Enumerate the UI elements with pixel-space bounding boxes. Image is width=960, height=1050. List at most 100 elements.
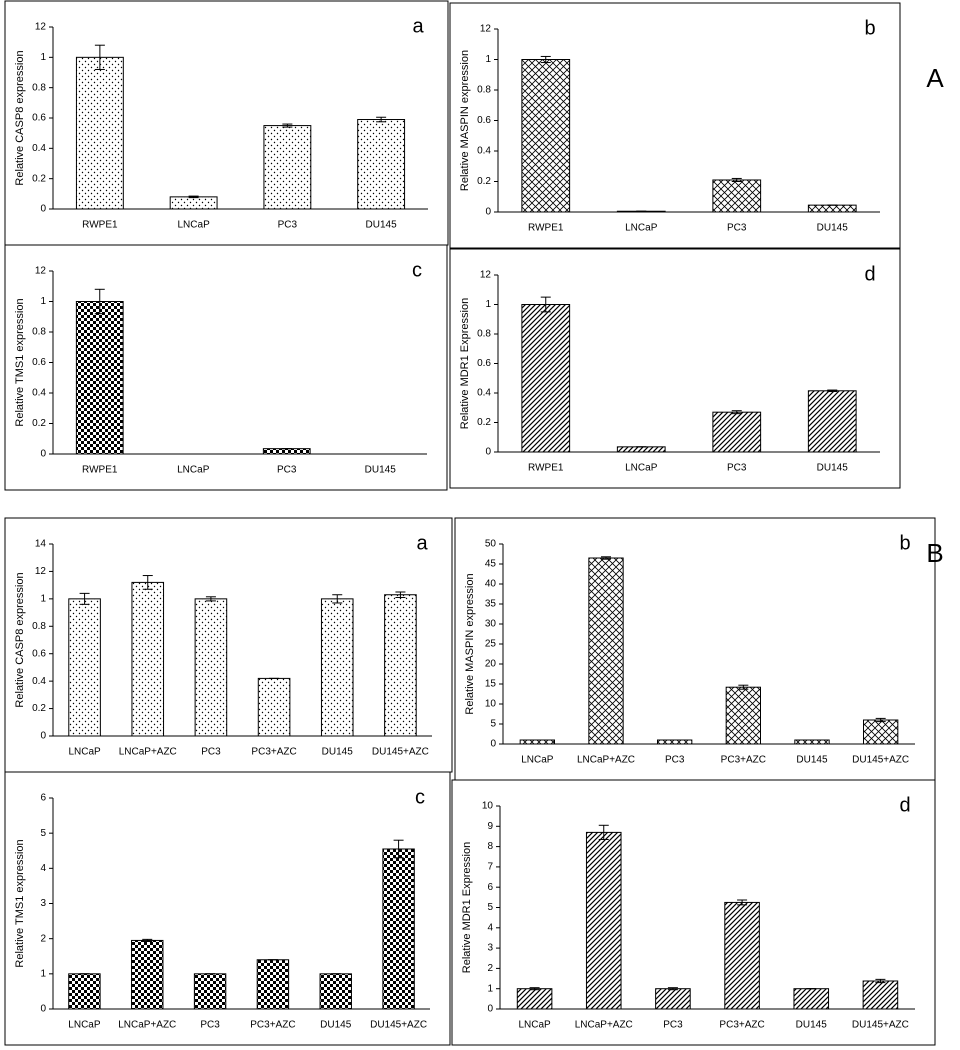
y-tick-label: 40 (485, 579, 497, 590)
y-tick-label: 0.6 (477, 115, 491, 126)
y-tick-label: 0 (490, 739, 496, 750)
y-tick-label: 20 (485, 659, 497, 670)
panel-letter: c (412, 259, 422, 281)
x-tick-label: PC3 (277, 465, 297, 476)
error-bar (332, 594, 343, 604)
x-tick-label: PC3+AZC (721, 755, 766, 766)
x-tick-label: PC3 (727, 223, 747, 234)
x-tick-label: LNCaP (521, 755, 554, 766)
y-tick-label: 0.6 (32, 113, 46, 124)
y-tick-label: 12 (35, 566, 47, 577)
bar (319, 973, 352, 1010)
panel-letter: a (412, 15, 424, 37)
y-tick-label: 15 (485, 679, 497, 690)
y-tick-label: 0.4 (32, 676, 46, 687)
bar (725, 686, 762, 745)
error-bar (529, 987, 540, 991)
y-tick-label: 25 (485, 639, 497, 650)
y-axis-label: Relative MDR1 Expression (459, 298, 471, 429)
x-tick-label: PC3 (200, 1020, 220, 1031)
y-tick-label: 12 (480, 270, 492, 281)
y-tick-label: 9 (487, 821, 493, 832)
bar (585, 831, 622, 1010)
panel: d Relative MDR1 Expression 0 0.2 0.4 0.6 0.8 1 1… (449, 248, 901, 489)
y-tick-label: 3 (40, 898, 46, 909)
y-tick-label: 14 (35, 539, 47, 550)
y-tick-label: 1 (40, 52, 46, 63)
x-tick-label: PC3 (663, 1020, 683, 1031)
bar (724, 901, 760, 1010)
y-tick-label: 0 (485, 447, 491, 458)
y-tick-label: 0 (40, 204, 46, 215)
error-bar (79, 592, 90, 605)
y-tick-label: 1 (485, 299, 491, 310)
error-bar (737, 899, 748, 906)
y-tick-label: 7 (487, 862, 493, 873)
error-bar (142, 938, 153, 942)
x-tick-label: RWPE1 (528, 223, 564, 234)
bar (68, 598, 101, 737)
x-tick-label: RWPE1 (528, 463, 564, 474)
x-tick-label: RWPE1 (82, 465, 118, 476)
error-bar (731, 177, 742, 182)
x-tick-label: LNCaP+AZC (575, 1020, 633, 1031)
panel: b Relative MASPIN expression 0 5 10 15 20 25 30 3… (454, 517, 936, 781)
bar (256, 959, 290, 1010)
bar (863, 719, 899, 745)
bar (521, 304, 571, 453)
x-tick-label: PC3 (278, 220, 298, 231)
error-bar (827, 389, 838, 393)
x-tick-label: DU145+AZC (372, 747, 429, 758)
x-tick-label: DU145+AZC (370, 1020, 427, 1031)
bar (262, 448, 311, 455)
y-tick-label: 5 (487, 902, 493, 913)
panel-letter: d (864, 263, 875, 285)
y-tick-label: 2 (40, 933, 46, 944)
panel: b Relative MASPIN expression 0 0.2 0.4 0.6 0.8… (449, 2, 901, 249)
bar (194, 598, 228, 737)
y-tick-label: 0.4 (477, 388, 491, 399)
y-tick-label: 1 (40, 296, 46, 307)
x-tick-label: LNCaP+AZC (577, 755, 635, 766)
error-bar (395, 591, 406, 598)
bar (382, 848, 415, 1010)
bar (257, 677, 291, 737)
x-tick-label: RWPE1 (82, 220, 118, 231)
x-tick-label: PC3+AZC (251, 747, 296, 758)
figure-label: A (926, 63, 944, 93)
x-tick-label: LNCaP (68, 1020, 101, 1031)
x-tick-label: PC3 (201, 747, 221, 758)
panel: a Relative CASP8 expression 0 0.2 0.4 0.6 0.8 1… (4, 517, 453, 773)
panel-letter: b (899, 532, 910, 554)
error-bar (598, 824, 609, 840)
x-tick-label: LNCaP (518, 1020, 551, 1031)
panel: c Relative TMS1 expression 0 0.2 0.4 0.6 0.8 1 1… (4, 244, 448, 491)
y-tick-label: 0.2 (477, 176, 491, 187)
panel-frame (4, 244, 448, 491)
y-tick-label: 1 (485, 54, 491, 65)
bar (384, 594, 417, 737)
bar (193, 973, 227, 1010)
y-tick-label: 0 (40, 449, 46, 460)
y-tick-label: 50 (485, 539, 497, 550)
y-tick-label: 5 (40, 828, 46, 839)
x-tick-label: DU145 (322, 747, 354, 758)
y-tick-label: 10 (485, 699, 497, 710)
x-tick-label: DU145 (366, 220, 398, 231)
y-tick-label: 0.6 (477, 358, 491, 369)
panel-frame (449, 248, 901, 489)
y-tick-label: 4 (487, 922, 493, 933)
error-bar (188, 195, 199, 199)
bar (519, 739, 556, 745)
error-bar (540, 296, 551, 313)
x-tick-label: LNCaP+AZC (119, 747, 177, 758)
error-bar (94, 44, 105, 70)
y-tick-label: 6 (40, 793, 46, 804)
y-tick-label: 0 (487, 1004, 493, 1015)
y-tick-label: 5 (490, 719, 496, 730)
x-tick-label: DU145 (320, 1020, 352, 1031)
error-bar (875, 978, 886, 984)
bar (794, 739, 830, 745)
y-tick-label: 3 (487, 943, 493, 954)
